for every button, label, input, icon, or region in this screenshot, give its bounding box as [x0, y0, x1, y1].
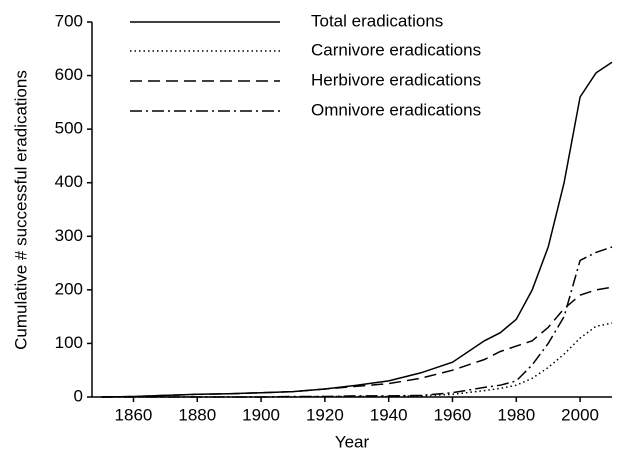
x-tick-label: 1940 [370, 405, 408, 424]
y-tick-label: 0 [74, 386, 83, 405]
x-axis-label: Year [335, 432, 370, 451]
y-tick-label: 100 [55, 333, 83, 352]
legend-label: Herbivore eradications [311, 70, 481, 89]
y-tick-label: 700 [55, 11, 83, 30]
legend-label: Omnivore eradications [311, 100, 481, 119]
series-line [101, 286, 613, 398]
y-tick-label: 200 [55, 279, 83, 298]
legend-label: Total eradications [311, 11, 443, 30]
series-line [101, 246, 613, 398]
series-line [101, 61, 613, 398]
x-tick-label: 1900 [242, 405, 280, 424]
x-tick-label: 1860 [115, 405, 153, 424]
x-tick-label: 1880 [178, 405, 216, 424]
x-tick-label: 1980 [497, 405, 535, 424]
legend-label: Carnivore eradications [311, 40, 481, 59]
y-tick-label: 300 [55, 226, 83, 245]
x-tick-label: 2000 [561, 405, 599, 424]
y-axis-label: Cumulative # successful eradications [11, 70, 30, 350]
y-tick-label: 400 [55, 172, 83, 191]
x-tick-label: 1920 [306, 405, 344, 424]
x-tick-label: 1960 [434, 405, 472, 424]
y-tick-label: 500 [55, 119, 83, 138]
y-tick-label: 600 [55, 65, 83, 84]
